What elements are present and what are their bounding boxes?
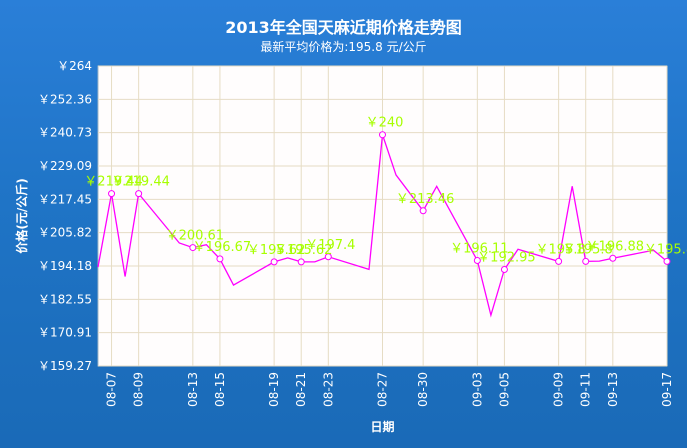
y-tick-label: ￥252.36 [38,92,92,106]
data-point [582,257,590,265]
data-point [324,253,332,261]
data-label: ￥200.61 [166,229,225,244]
y-tick-label: ￥205.82 [38,226,92,240]
data-label: ￥219.44 [84,175,143,190]
data-point [379,131,386,139]
data-label: ￥195.8 [644,242,687,257]
x-axis-title: 日期 [370,419,394,434]
data-point [297,258,305,266]
data-point [270,258,278,266]
y-tick-label: ￥159.27 [38,359,92,373]
data-label: ￥240 [366,116,404,131]
x-tick-label: 09-11 [579,372,593,407]
y-tick-label: ￥240.73 [38,126,92,140]
x-tick-label: 08-23 [321,372,335,407]
x-tick-label: 09-05 [497,372,511,407]
data-label: ￥213.46 [396,192,455,207]
x-tick-label: 09-17 [660,372,674,407]
y-tick-label: ￥229.09 [38,159,92,173]
data-label: ￥196.11 [450,241,509,256]
data-point [135,190,143,198]
data-point [419,207,427,215]
y-tick-label: ￥217.45 [38,192,92,206]
chart-subtitle: 最新平均价格为:195.8 元/公斤 [260,40,427,54]
x-tick-label: 08-19 [267,372,281,407]
x-tick-label: 09-13 [606,372,620,407]
data-label: ￥196.67 [193,240,252,255]
data-point [555,257,563,265]
data-label: ￥195.8 [536,242,586,257]
x-tick-label: 08-07 [105,372,119,407]
y-axis-title: 价格(元/公斤) [14,178,29,253]
data-label: ￥195.62 [247,243,306,258]
x-tick-label: 08-13 [186,372,200,407]
x-tick-label: 08-21 [294,372,308,407]
y-tick-label: ￥170.91 [38,326,92,340]
data-label: ￥219.44 [111,175,170,190]
y-tick-label: ￥264 [57,59,92,73]
data-label: ￥195.62 [274,243,333,258]
data-label: ￥197.4 [305,238,355,253]
x-tick-label: 08-30 [416,372,430,407]
data-point [108,190,116,198]
data-label: ￥196.88 [586,239,645,254]
y-tick-label: ￥182.55 [38,292,92,306]
data-point [609,254,617,262]
x-tick-label: 09-03 [470,372,484,407]
x-tick-label: 08-09 [132,372,146,407]
x-tick-label: 09-09 [552,372,566,407]
y-tick-label: ￥194.18 [38,259,92,273]
x-tick-label: 08-27 [376,372,390,407]
data-point [189,244,197,252]
series-points [108,131,671,274]
data-label: ￥195.8 [563,242,613,257]
data-point [500,266,508,274]
data-point [216,255,224,263]
data-point [473,256,481,264]
data-label: ￥192.95 [477,251,536,266]
data-point [663,257,671,265]
y-axis-ticks: ￥264 ￥252.36 ￥240.73 ￥229.09 ￥217.45 ￥205.82 ￥… [38,59,92,373]
x-tick-label: 08-15 [213,372,227,407]
chart-title: 2013年全国天麻近期价格走势图 [225,18,462,37]
x-axis-ticks: 08-07 08-09 08-13 08-15 08-19 08-21 08-23 08-27… [105,372,674,407]
data-labels: ￥219.44￥219.44￥200.61￥196.67￥195.62￥195.… [84,116,687,266]
